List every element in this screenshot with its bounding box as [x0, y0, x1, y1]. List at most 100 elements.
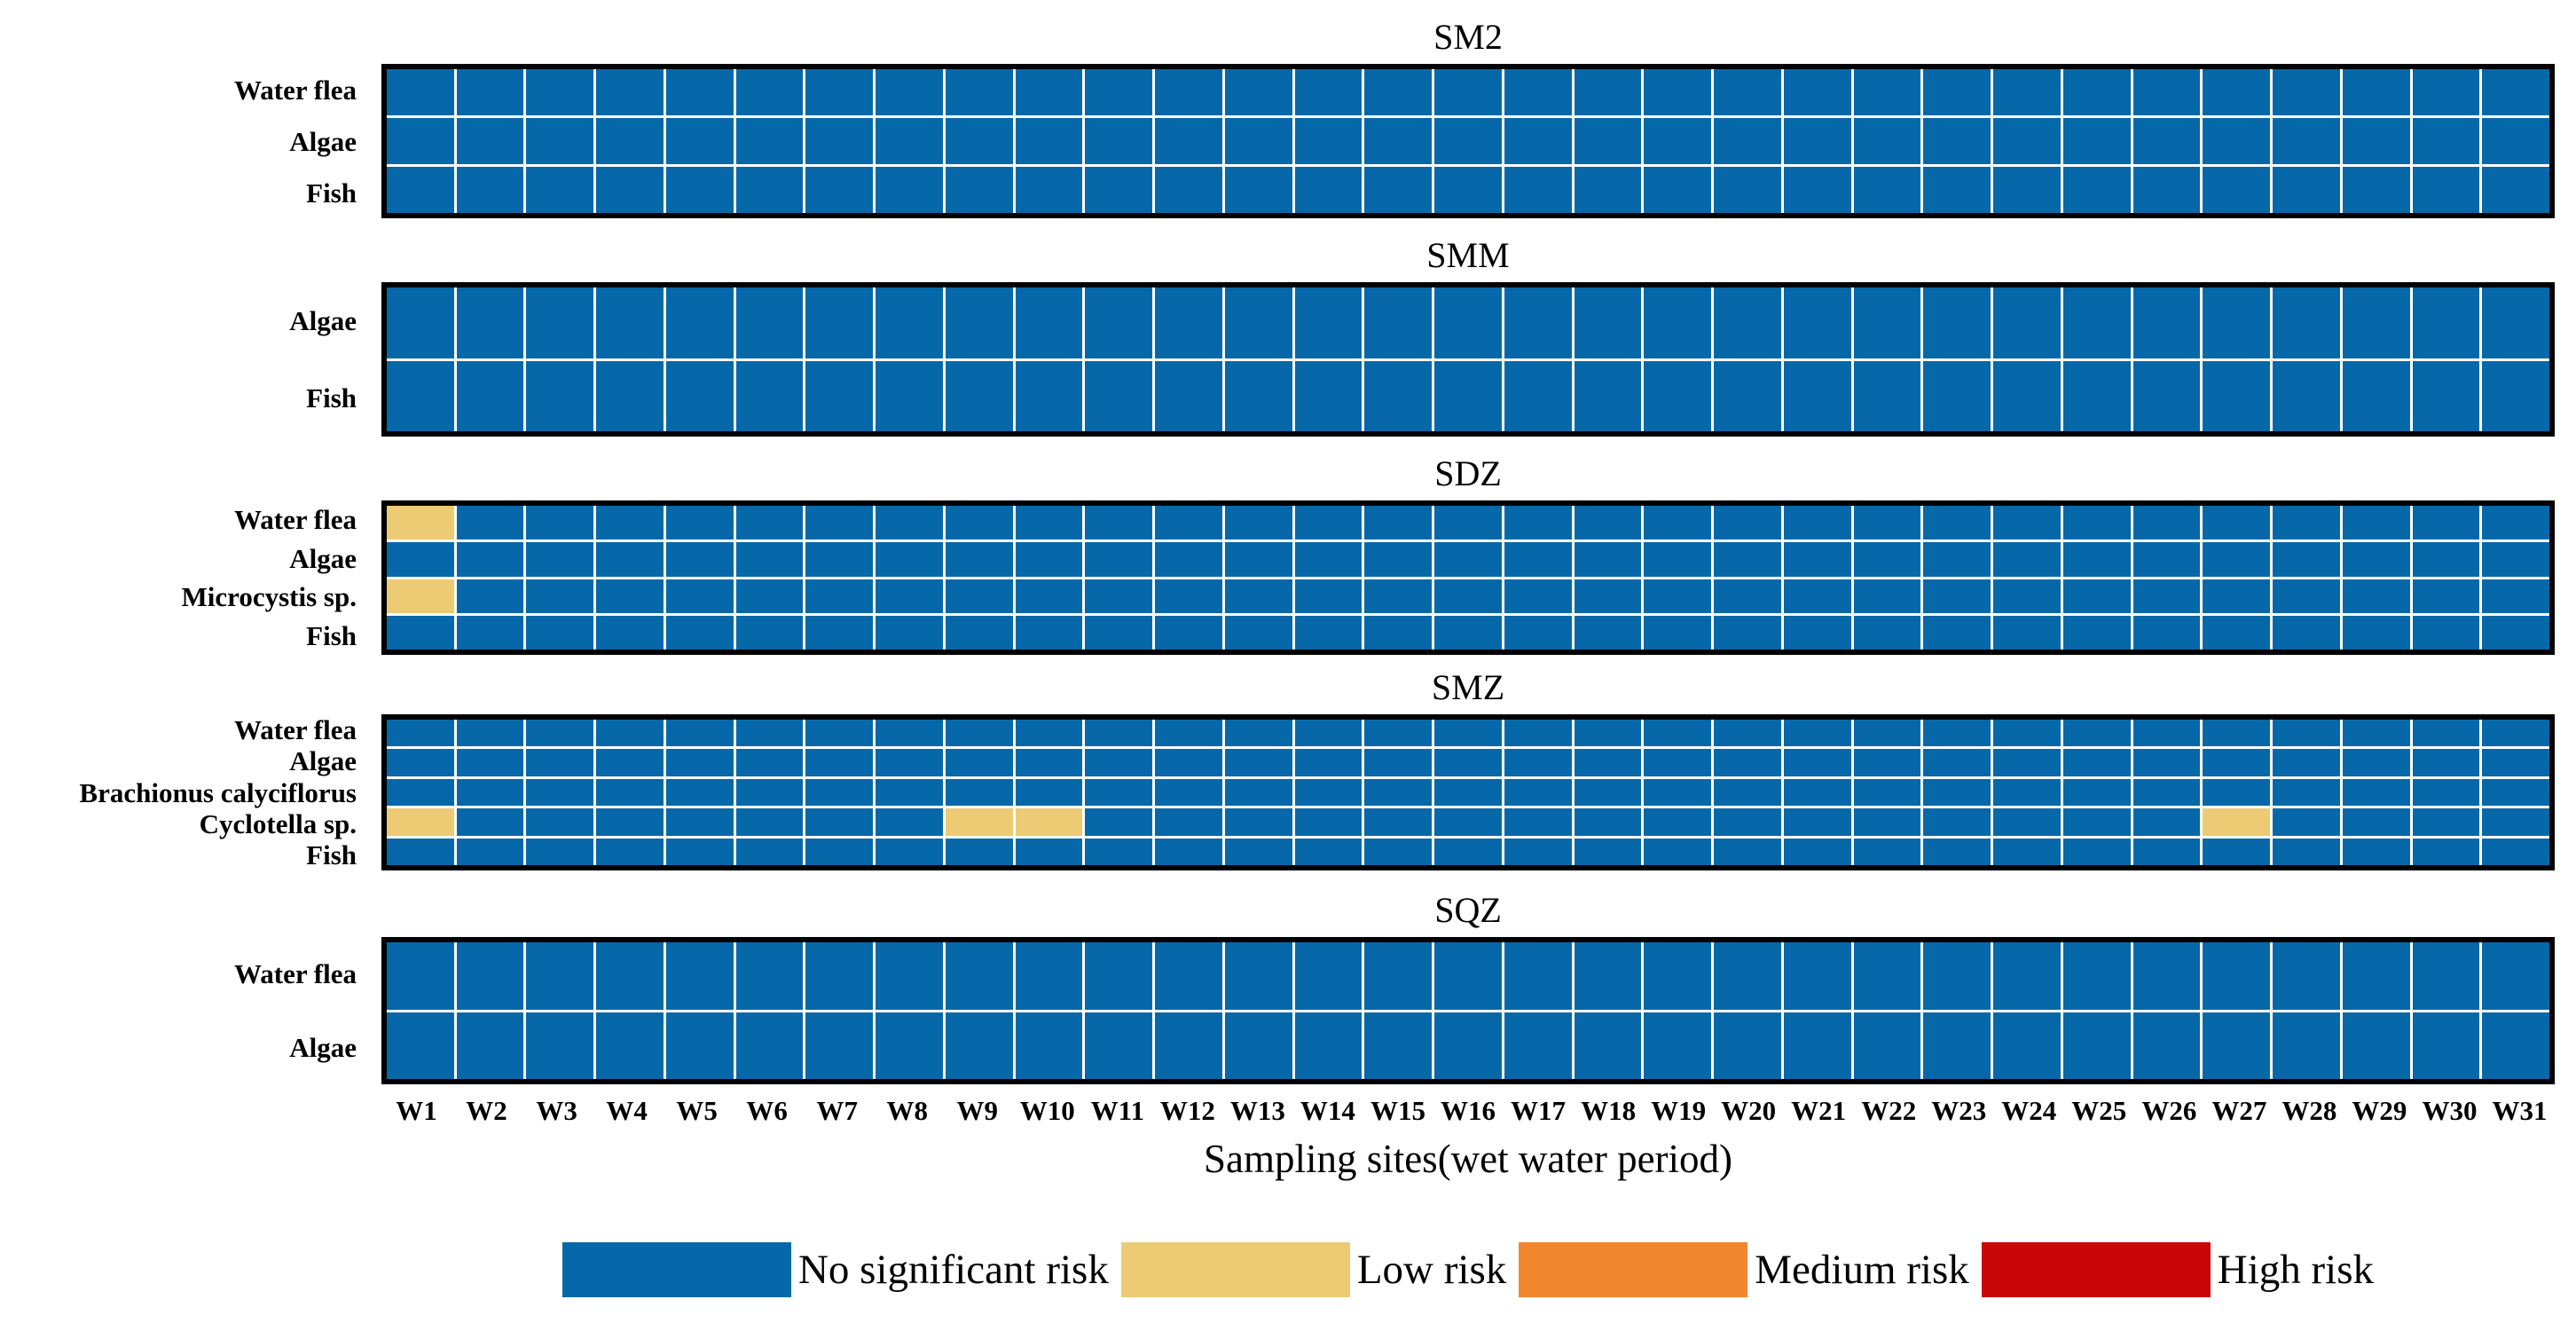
- x-tick-label: W21: [1791, 1095, 1847, 1126]
- heatmap-cell: [1224, 579, 1292, 613]
- heatmap-cell: [665, 1012, 734, 1079]
- heatmap-cell: [1155, 720, 1222, 747]
- x-tick-label: W27: [2211, 1095, 2267, 1126]
- heatmap-cell: [1155, 360, 1222, 431]
- heatmap-cell: [2482, 287, 2549, 358]
- legend-swatch-low_risk: [1120, 1242, 1350, 1297]
- heatmap-cell: [735, 167, 804, 213]
- x-tick-label: W3: [536, 1095, 577, 1126]
- heatmap-cell: [596, 287, 664, 358]
- heatmap-cell: [1364, 542, 1433, 577]
- x-tick-label: W9: [956, 1095, 999, 1126]
- heatmap-cell: [2412, 720, 2480, 747]
- heatmap-cell: [1434, 542, 1502, 577]
- heatmap-cell: [2482, 118, 2549, 164]
- heatmap-cell: [1783, 808, 1851, 836]
- row-label: Microcystis sp.: [181, 581, 357, 613]
- heatmap-cell: [1923, 1012, 1991, 1079]
- heatmap-cell: [1853, 167, 1921, 213]
- panel-title-SMZ: SMZ: [1431, 667, 1505, 707]
- heatmap-cell: [1085, 838, 1153, 865]
- heatmap-cell: [876, 942, 943, 1010]
- heatmap-cell: [1224, 808, 1292, 836]
- heatmap-cell: [2342, 167, 2410, 213]
- heatmap-cell: [456, 506, 524, 540]
- heatmap-cell: [2062, 749, 2131, 776]
- heatmap-cell: [1574, 615, 1642, 650]
- heatmap-cell: [1993, 579, 2061, 613]
- heatmap-cell: [2342, 942, 2410, 1010]
- heatmap-cell: [1714, 118, 1781, 164]
- heatmap-cell: [945, 579, 1013, 613]
- heatmap-cell: [876, 360, 943, 431]
- heatmap-cell: [1294, 579, 1363, 613]
- heatmap-cell: [1364, 1012, 1433, 1079]
- legend-swatch-no_significant_risk: [562, 1242, 791, 1297]
- heatmap-cell: [1155, 749, 1222, 776]
- heatmap-cell: [1853, 808, 1921, 836]
- heatmap-cell: [945, 506, 1013, 540]
- heatmap-cell: [1574, 579, 1642, 613]
- heatmap-cell: [1993, 749, 2061, 776]
- heatmap-cell: [1993, 1012, 2061, 1079]
- heatmap-cell: [1085, 720, 1153, 747]
- heatmap-cell: [876, 118, 943, 164]
- heatmap-cell: [1224, 118, 1292, 164]
- heatmap-cell: [945, 1012, 1013, 1079]
- heatmap-cell: [1714, 360, 1781, 431]
- panel-title-SM2: SM2: [1433, 17, 1503, 57]
- heatmap-cell: [1155, 1012, 1222, 1079]
- x-tick-label: W29: [2352, 1095, 2407, 1126]
- heatmap-cell: [1224, 360, 1292, 431]
- legend-item: Low risk: [1120, 1242, 1506, 1297]
- heatmap-cell: [1085, 808, 1153, 836]
- heatmap-cell: [2342, 69, 2410, 115]
- panel-title-SDZ: SDZ: [1434, 453, 1502, 493]
- heatmap-cell: [1085, 1012, 1153, 1079]
- heatmap-cell: [1155, 615, 1222, 650]
- heatmap-cell: [456, 1012, 524, 1079]
- heatmap-cell: [735, 118, 804, 164]
- heatmap-cell: [2203, 118, 2271, 164]
- heatmap-cell: [1504, 287, 1572, 358]
- heatmap-cell: [945, 69, 1013, 115]
- heatmap-cell: [2342, 615, 2410, 650]
- x-tick-label: W17: [1511, 1095, 1567, 1126]
- heatmap-cell: [1085, 69, 1153, 115]
- heatmap-cell: [2342, 749, 2410, 776]
- heatmap-cell: [1923, 360, 1991, 431]
- row-label: Water flea: [233, 74, 357, 106]
- heatmap-cell: [2412, 808, 2480, 836]
- heatmap-cell: [2482, 360, 2549, 431]
- heatmap-cell: [1504, 118, 1572, 164]
- heatmap-cell: [1155, 778, 1222, 807]
- heatmap-cell: [1504, 838, 1572, 865]
- heatmap-cell: [526, 360, 594, 431]
- heatmap-cell: [1644, 360, 1712, 431]
- heatmap-cell: [805, 749, 874, 776]
- panel-title-SMM: SMM: [1426, 235, 1510, 275]
- row-labels-SMZ: Water flea Algae Brachionus calyciflorus Cy…: [0, 714, 367, 870]
- heatmap-cell: [1574, 118, 1642, 164]
- heatmap-cell: [1364, 808, 1433, 836]
- heatmap-cell: [665, 118, 734, 164]
- heatmap-cell: [805, 167, 874, 213]
- heatmap-cell: [805, 808, 874, 836]
- heatmap-cell: [805, 287, 874, 358]
- heatmap-cell: [456, 167, 524, 213]
- heatmap-cell: [1853, 942, 1921, 1010]
- row-label: Algae: [289, 305, 357, 336]
- heatmap-cell: [596, 778, 664, 807]
- heatmap-cell: [526, 808, 594, 836]
- heatmap-cell: [1155, 287, 1222, 358]
- heatmap-cell: [1504, 360, 1572, 431]
- heatmap-cell: [1504, 69, 1572, 115]
- heatmap-cell: [2412, 118, 2480, 164]
- x-tick-label: W11: [1090, 1095, 1144, 1126]
- heatmap-panel-SMM: [381, 282, 2555, 437]
- heatmap-cell: [665, 69, 734, 115]
- heatmap-cell: [1015, 942, 1083, 1010]
- x-tick-label: W30: [2422, 1095, 2478, 1126]
- x-tick-label: W24: [2001, 1095, 2057, 1126]
